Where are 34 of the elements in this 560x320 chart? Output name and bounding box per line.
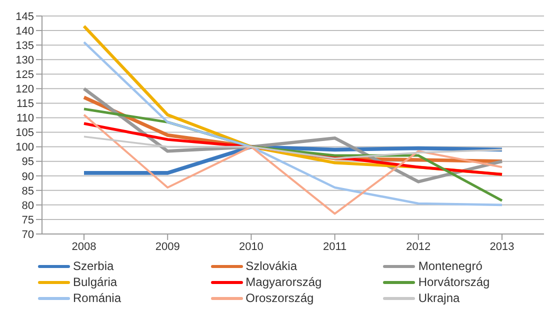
legend-label: Ukrajna	[418, 290, 460, 306]
y-tick-label: 120	[16, 84, 34, 96]
y-tick-label: 85	[22, 185, 34, 198]
y-tick-label: 125	[16, 69, 34, 82]
line-series	[83, 136, 503, 160]
y-tick-label: 145	[16, 10, 34, 23]
y-tick-label: 105	[16, 127, 34, 140]
legend-label: Magyarország	[246, 274, 322, 290]
y-tick-label: 110	[16, 112, 34, 125]
line-series	[82, 41, 504, 206]
x-tick-label: 2013	[490, 240, 514, 253]
legend-label: Montenegró	[418, 258, 482, 274]
legend-label: Szlovákia	[246, 258, 298, 274]
legend-label: Románia	[73, 290, 122, 306]
y-tick-label: 130	[16, 54, 34, 67]
y-tick-label: 140	[16, 25, 34, 38]
line-series	[82, 114, 504, 215]
legend-label: Szerbia	[73, 258, 114, 274]
x-tick-label: 2012	[406, 240, 431, 253]
legend-label: Bulgária	[73, 274, 118, 290]
y-tick-label: 90	[22, 170, 34, 183]
x-tick-label: 2008	[72, 240, 96, 253]
legend-label: Oroszország	[246, 290, 314, 306]
y-tick-label: 135	[16, 40, 34, 52]
x-tick-label: 2010	[238, 240, 264, 253]
y-tick-label: 115	[16, 98, 34, 110]
y-tick-label: 75	[22, 214, 34, 226]
y-tick-label: 70	[22, 228, 34, 241]
x-tick-label: 2009	[155, 240, 180, 253]
y-tick-label: 95	[22, 156, 34, 168]
x-tick-label: 2011	[322, 240, 347, 253]
legend-label: Horvátország	[418, 274, 490, 290]
y-tick-label: 80	[22, 200, 34, 212]
y-tick-label: 100	[16, 142, 34, 154]
